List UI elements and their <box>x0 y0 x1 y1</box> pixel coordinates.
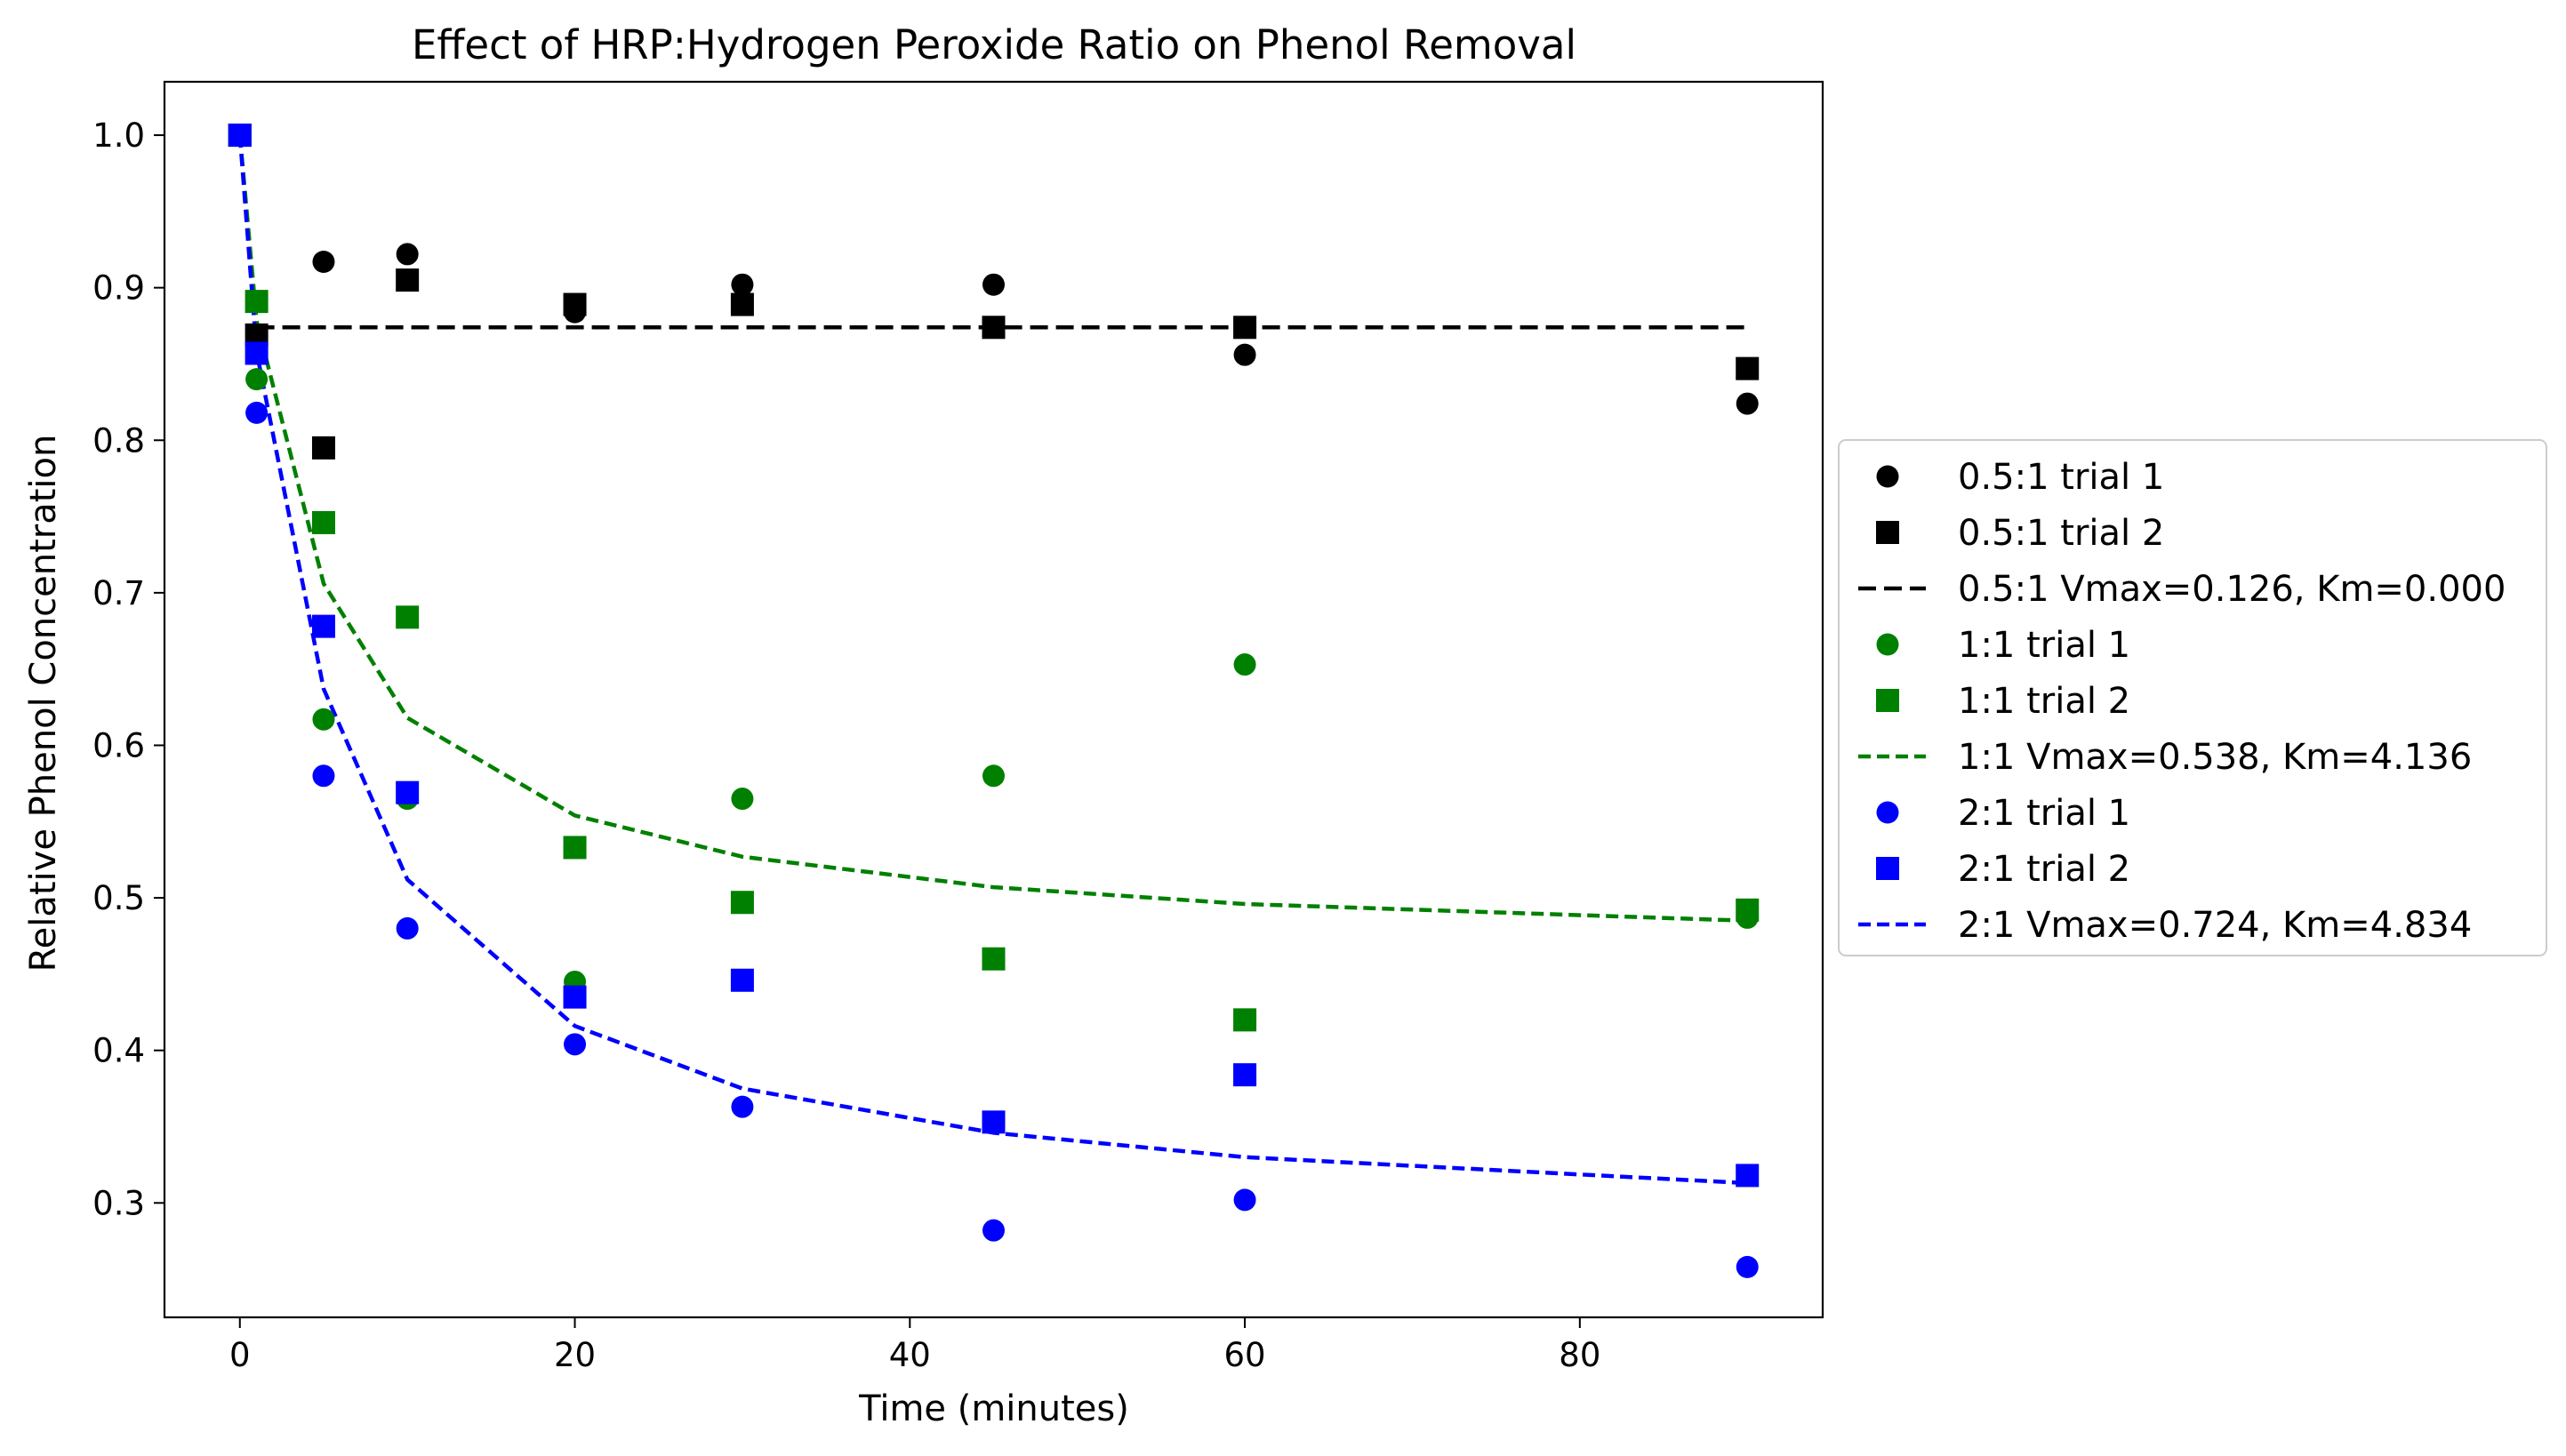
legend-circle-swatch <box>1876 801 1899 824</box>
legend-label: 2:1 Vmax=0.724, Km=4.834 <box>1958 905 2472 946</box>
fit-line <box>237 134 1748 924</box>
legend: 0.5:1 trial 1 0.5:1 trial 2 0.5:1 Vmax=0.1… <box>1838 439 2547 956</box>
data-point-circle <box>982 273 1005 296</box>
plot-frame <box>163 80 1824 1319</box>
data-point-circle <box>564 1033 587 1056</box>
y-tick-label: 1.0 <box>92 116 145 155</box>
x-tick-label: 80 <box>1559 1336 1600 1374</box>
legend-square-swatch <box>1876 857 1899 880</box>
y-tick-label: 0.6 <box>92 726 145 764</box>
x-tick-label: 60 <box>1224 1336 1266 1374</box>
legend-square-swatch <box>1876 521 1899 544</box>
data-point-square <box>1233 316 1257 340</box>
y-tick-label: 0.9 <box>92 269 145 308</box>
y-tick-label: 0.3 <box>92 1184 145 1222</box>
data-point-square <box>245 341 269 365</box>
data-point-square <box>228 124 252 148</box>
data-point-square <box>245 290 269 314</box>
data-point-square <box>563 985 587 1009</box>
legend-box <box>1838 439 2547 956</box>
x-tick-label: 0 <box>229 1336 251 1374</box>
data-point-square <box>730 292 754 316</box>
data-point-circle <box>312 764 335 788</box>
legend-label: 2:1 trial 2 <box>1958 849 2130 890</box>
data-point-square <box>396 605 420 629</box>
data-point-square <box>1736 356 1760 380</box>
data-point-square <box>1736 898 1760 922</box>
data-point-circle <box>1233 1188 1256 1212</box>
data-point-circle <box>245 368 269 391</box>
data-point-square <box>311 436 335 460</box>
fit-line <box>237 134 1748 1186</box>
legend-label: 1:1 trial 2 <box>1958 681 2130 722</box>
data-point-square <box>730 891 754 915</box>
x-axis: 0 20 40 60 80 <box>229 1317 1600 1374</box>
y-axis-label: Relative Phenol Concentration <box>23 435 64 972</box>
data-point-circle <box>731 788 754 811</box>
legend-square-swatch <box>1876 689 1899 712</box>
data-point-circle <box>982 764 1005 788</box>
data-point-square <box>982 947 1006 971</box>
chart-title: Effect of HRP:Hydrogen Peroxide Ratio on… <box>412 21 1576 68</box>
data-point-square <box>982 1110 1006 1134</box>
y-tick-label: 0.7 <box>92 574 145 612</box>
data-point-circle <box>1736 1255 1759 1278</box>
legend-label: 1:1 Vmax=0.538, Km=4.136 <box>1958 737 2472 778</box>
data-point-circle <box>1233 653 1256 676</box>
data-point-square <box>563 836 587 860</box>
legend-circle-swatch <box>1876 633 1899 656</box>
legend-label: 2:1 trial 1 <box>1958 793 2130 834</box>
data-point-square <box>1233 1008 1257 1032</box>
data-point-circle <box>982 1219 1005 1242</box>
data-point-square <box>396 780 420 804</box>
legend-circle-swatch <box>1876 465 1899 488</box>
data-point-circle <box>245 401 269 424</box>
data-point-square <box>396 268 420 292</box>
y-tick-label: 0.5 <box>92 879 145 917</box>
data-point-circle <box>396 243 419 266</box>
data-point-square <box>311 614 335 638</box>
data-point-square <box>982 316 1006 340</box>
data-point-circle <box>1736 392 1759 415</box>
data-point-square <box>1736 1164 1760 1188</box>
data-point-circle <box>731 1095 754 1118</box>
plot-area: 0 20 40 60 80 0.3 0.4 0.5 0.6 0.7 0.8 0.9 1.0 <box>92 80 1824 1374</box>
legend-label: 0.5:1 Vmax=0.126, Km=0.000 <box>1958 569 2506 610</box>
data-point-square <box>311 510 335 534</box>
x-axis-label: Time (minutes) <box>858 1388 1129 1429</box>
legend-label: 0.5:1 trial 2 <box>1958 513 2164 554</box>
data-point-square <box>1233 1063 1257 1087</box>
data-layer <box>228 124 1760 1278</box>
data-point-circle <box>312 250 335 273</box>
x-tick-label: 40 <box>889 1336 931 1374</box>
data-point-circle <box>1233 343 1256 366</box>
legend-label: 0.5:1 trial 1 <box>1958 457 2164 498</box>
legend-label: 1:1 trial 1 <box>1958 625 2130 666</box>
y-tick-label: 0.8 <box>92 421 145 460</box>
y-axis: 0.3 0.4 0.5 0.6 0.7 0.8 0.9 1.0 <box>92 116 164 1222</box>
data-point-circle <box>312 708 335 731</box>
y-tick-label: 0.4 <box>92 1032 145 1070</box>
data-point-circle <box>731 273 754 296</box>
data-point-square <box>563 292 587 316</box>
x-tick-label: 20 <box>554 1336 596 1374</box>
data-point-square <box>730 968 754 992</box>
data-point-circle <box>396 916 419 940</box>
